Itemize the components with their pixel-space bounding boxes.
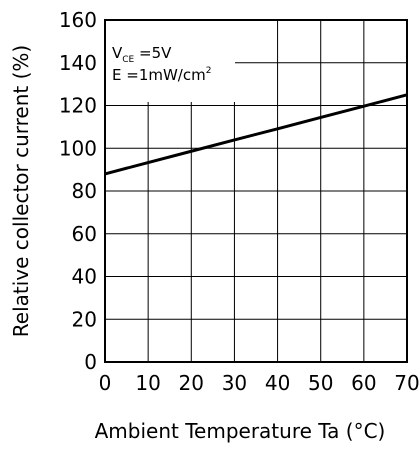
y-tick-label-5: 100 (59, 136, 97, 160)
x-tick-label-4: 40 (265, 371, 290, 395)
condition-irradiance: E =1mW/cm2 (112, 66, 211, 84)
y-tick-label-4: 80 (72, 179, 97, 203)
series-layer (104, 93, 408, 176)
series-line-0 (104, 93, 408, 176)
y-tick-label-3: 60 (72, 222, 97, 246)
x-tick-label-3: 30 (222, 371, 247, 395)
y-tick-labels: 0 20 40 60 80 100 120 140 160 (59, 8, 97, 374)
plot-frame (104, 19, 408, 363)
x-tick-label-1: 10 (135, 371, 160, 395)
x-tick-labels: 0 10 20 30 40 50 60 70 (99, 371, 419, 395)
y-tick-label-1: 20 (72, 307, 97, 331)
x-tick-label-7: 70 (394, 371, 419, 395)
condition-box (105, 20, 235, 102)
x-tick-label-6: 60 (351, 371, 376, 395)
x-axis-label: Ambient Temperature Ta (°C) (95, 419, 386, 443)
condition-vce: VCE =5V (112, 44, 172, 65)
y-tick-label-2: 40 (72, 265, 97, 289)
x-tick-label-2: 20 (179, 371, 204, 395)
y-tick-label-6: 120 (59, 94, 97, 118)
x-tick-label-5: 50 (308, 371, 333, 395)
y-tick-label-0: 0 (84, 350, 97, 374)
x-tick-label-0: 0 (99, 371, 112, 395)
y-tick-label-8: 160 (59, 8, 97, 32)
y-axis-label: Relative collector current (%) (9, 45, 33, 337)
y-tick-label-7: 140 (59, 51, 97, 75)
